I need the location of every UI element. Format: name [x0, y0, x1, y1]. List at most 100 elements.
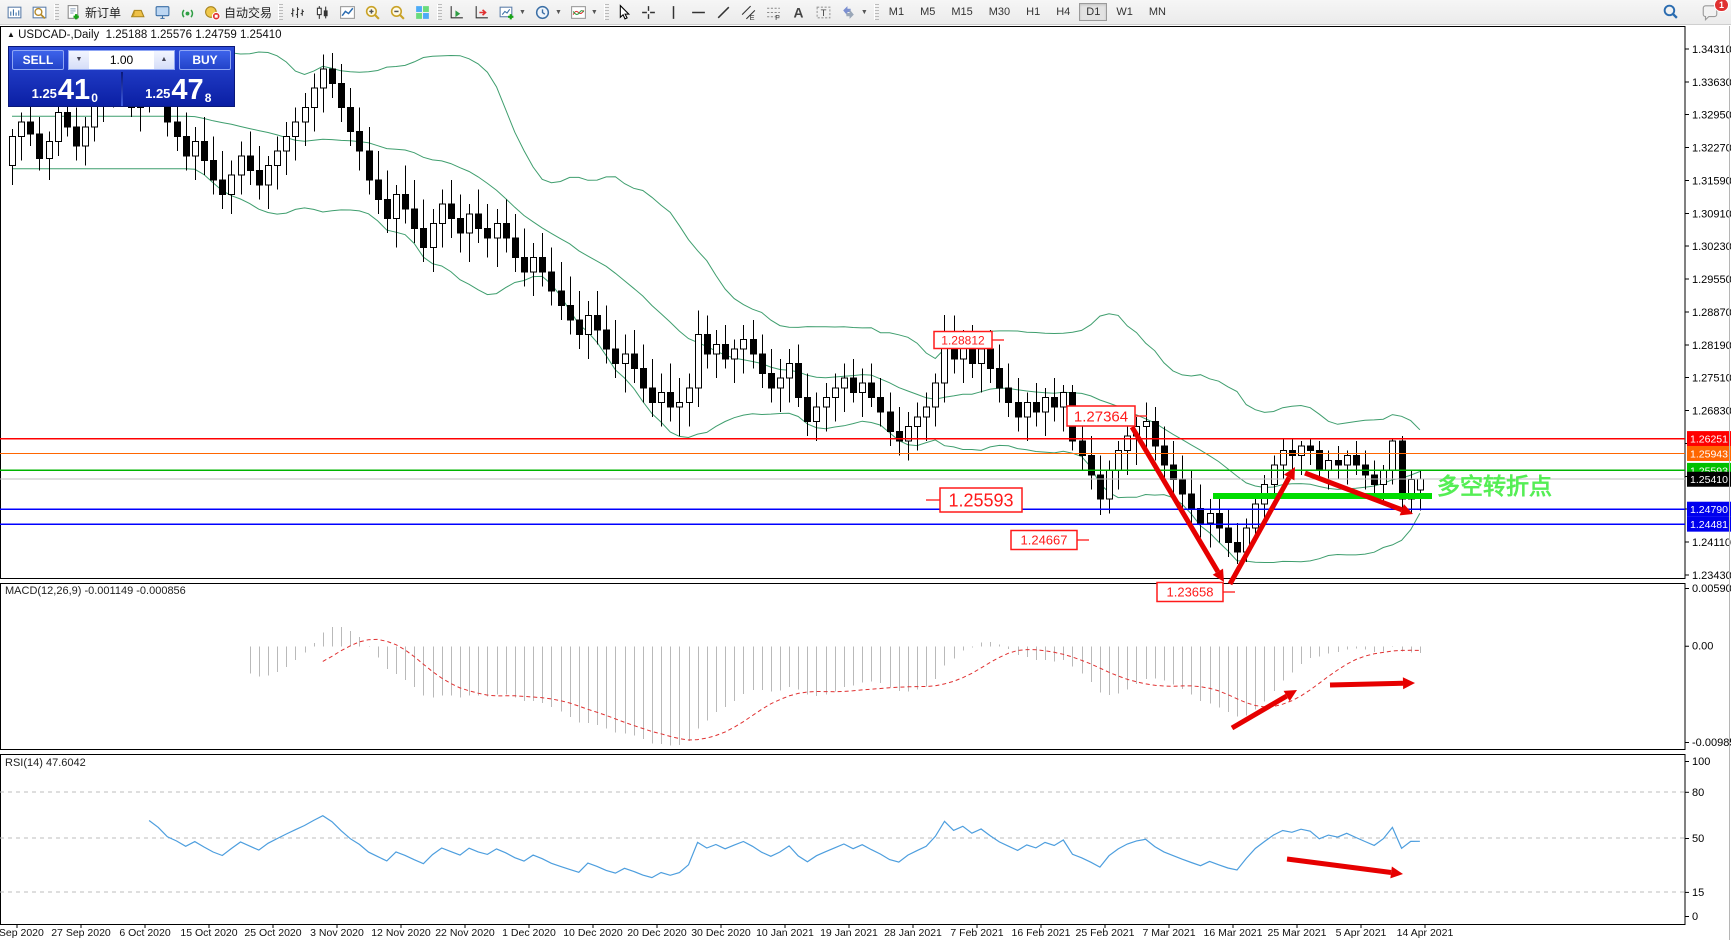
timeframe-m15-button[interactable]: M15	[951, 6, 973, 18]
zoom-in-button[interactable]	[360, 2, 385, 23]
horizontal-level-lines[interactable]	[0, 437, 1685, 525]
hline-button[interactable]	[686, 2, 711, 23]
main-pane[interactable]	[0, 26, 1686, 579]
signals-icon	[181, 9, 194, 18]
sell-button[interactable]: SELL	[12, 49, 64, 70]
volume-decrease-button[interactable]: ▼	[69, 50, 89, 69]
sell-price[interactable]: 1.25 41 0	[9, 72, 121, 106]
timeframe-m30-button[interactable]: M30	[988, 6, 1011, 18]
shapes-button[interactable]: ▼	[836, 2, 872, 23]
auto-scroll-button[interactable]	[444, 2, 469, 23]
timeframe-mn-button[interactable]: MN	[1148, 6, 1166, 18]
channel-button[interactable]: E	[736, 2, 761, 23]
price-annotation-label[interactable]: 1.23658	[1156, 581, 1235, 603]
collapse-panel-icon[interactable]: ▲	[7, 30, 15, 39]
zoom-out-button[interactable]	[385, 2, 410, 23]
svg-text:E: E	[749, 12, 754, 20]
new-chart-button[interactable]: ▼	[494, 2, 530, 23]
line-chart-icon	[340, 5, 355, 19]
label-button[interactable]: T	[811, 2, 836, 23]
turning-point-trendline[interactable]	[1213, 493, 1432, 499]
turning-point-text[interactable]: 多空转折点	[1437, 473, 1552, 499]
svg-text:28 Jan 2021: 28 Jan 2021	[884, 927, 942, 939]
svg-text:100: 100	[1692, 756, 1710, 768]
cursor-icon	[619, 3, 630, 20]
timeframe-d1-button[interactable]: D1	[1079, 3, 1108, 21]
svg-text:25 Oct 2020: 25 Oct 2020	[244, 927, 301, 939]
svg-text:1.30910: 1.30910	[1692, 208, 1731, 220]
text-button[interactable]: A	[786, 2, 811, 23]
drawn-annotations[interactable]: 1.28812 1.27364 1.25593 1.24667 1.23658	[926, 330, 1415, 879]
svg-text:1.34310: 1.34310	[1692, 44, 1731, 56]
profile-button[interactable]	[27, 2, 52, 23]
chat-icon[interactable]: 1	[1697, 0, 1729, 22]
timeframe-h4-button[interactable]: H4	[1056, 6, 1071, 18]
zoom-out-icon	[390, 5, 405, 20]
svg-text:0.005908: 0.005908	[1692, 583, 1731, 595]
search-icon[interactable]	[1658, 1, 1683, 22]
timeframe-m5-button[interactable]: M5	[920, 6, 936, 18]
one-click-trading-panel: SELL ▼ 1.00 ▲ BUY 1.25 41 0 1.25 47	[8, 46, 235, 107]
timeframe-w1-button[interactable]: W1	[1116, 6, 1133, 18]
svg-text:1.27510: 1.27510	[1692, 373, 1731, 385]
svg-text:1.23658: 1.23658	[1167, 585, 1214, 600]
candlesticks	[9, 52, 1424, 564]
candlestick-chart-button[interactable]	[310, 2, 335, 23]
svg-text:0: 0	[1692, 911, 1698, 923]
volume-increase-button[interactable]: ▲	[154, 50, 174, 69]
fibonacci-button[interactable]: F	[761, 2, 786, 23]
volume-value[interactable]: 1.00	[89, 50, 154, 69]
toolbar: 新订单 自动交易 ▼ ▼ ▼ E F A T ▼ M1 M5 M15 M30 H1 H4 D1 W1 MN	[0, 0, 1731, 25]
signals-button[interactable]	[175, 2, 200, 23]
price-annotation-label[interactable]: 1.28812	[933, 330, 1004, 350]
indicators-button[interactable]: ▼	[566, 2, 602, 23]
buy-button[interactable]: BUY	[179, 49, 231, 70]
line-chart-button[interactable]	[335, 2, 360, 23]
price-annotation-label[interactable]: 1.25593	[926, 487, 1023, 513]
autotrading-icon	[205, 5, 221, 21]
autotrading-button[interactable]: 自动交易	[200, 2, 276, 23]
price-annotation-label[interactable]: 1.24667	[1010, 529, 1089, 551]
chart-shift-button[interactable]	[469, 2, 494, 23]
chart-window[interactable]: 1.34310 1.33630 1.32950 1.32270 1.31590 1.309…	[0, 26, 1731, 940]
zoom-in-icon	[365, 5, 380, 20]
price-divider	[120, 72, 123, 106]
date-axis[interactable]: 7 Sep 2020 27 Sep 2020 6 Oct 2020 15 Oct 20…	[0, 924, 1453, 939]
macd-pane[interactable]	[0, 583, 1686, 750]
price-axis[interactable]: 1.34310 1.33630 1.32950 1.32270 1.31590 1.309…	[1685, 44, 1731, 582]
tile-windows-button[interactable]	[410, 2, 435, 23]
timeframe-m1-button[interactable]: M1	[888, 6, 905, 18]
terminal-button[interactable]	[150, 2, 175, 23]
buy-price[interactable]: 1.25 47 8	[123, 72, 235, 106]
svg-text:12 Nov 2020: 12 Nov 2020	[371, 927, 431, 939]
ohlc-readout: 1.25188 1.25576 1.24759 1.25410	[105, 29, 282, 41]
timeframe-h1-button[interactable]: H1	[1026, 6, 1041, 18]
sell-price-pips: 41	[57, 74, 91, 106]
indicators-icon	[570, 5, 586, 19]
volume-stepper: ▼ 1.00 ▲	[68, 49, 175, 70]
vline-button[interactable]	[661, 2, 686, 23]
market-icon	[130, 9, 145, 17]
crosshair-button[interactable]	[636, 2, 661, 23]
rsi-pane[interactable]	[0, 754, 1686, 925]
periods-button[interactable]: ▼	[530, 2, 566, 23]
svg-text:30 Dec 2020: 30 Dec 2020	[691, 927, 751, 939]
trendline-icon	[717, 6, 730, 18]
price-chart[interactable]: 1.34310 1.33630 1.32950 1.32270 1.31590 1.309…	[0, 26, 1731, 940]
svg-text:16 Mar 2021: 16 Mar 2021	[1204, 927, 1263, 939]
charts-icon	[7, 6, 22, 18]
toolbar-separator	[437, 4, 443, 20]
fibonacci-icon: F	[766, 7, 780, 21]
cursor-button[interactable]	[611, 2, 636, 23]
price-annotation-label[interactable]: 1.27364	[1066, 405, 1147, 427]
bars-chart-button[interactable]	[285, 2, 310, 23]
svg-text:5 Apr 2021: 5 Apr 2021	[1336, 927, 1387, 939]
market-button[interactable]	[125, 2, 150, 23]
buy-price-pips: 47	[171, 74, 204, 106]
svg-text:1.28870: 1.28870	[1692, 307, 1731, 319]
charts-button[interactable]	[2, 2, 27, 23]
new-order-icon	[67, 4, 79, 19]
new-order-button[interactable]: 新订单	[61, 2, 125, 23]
svg-text:80: 80	[1692, 787, 1704, 799]
trendline-button[interactable]	[711, 2, 736, 23]
